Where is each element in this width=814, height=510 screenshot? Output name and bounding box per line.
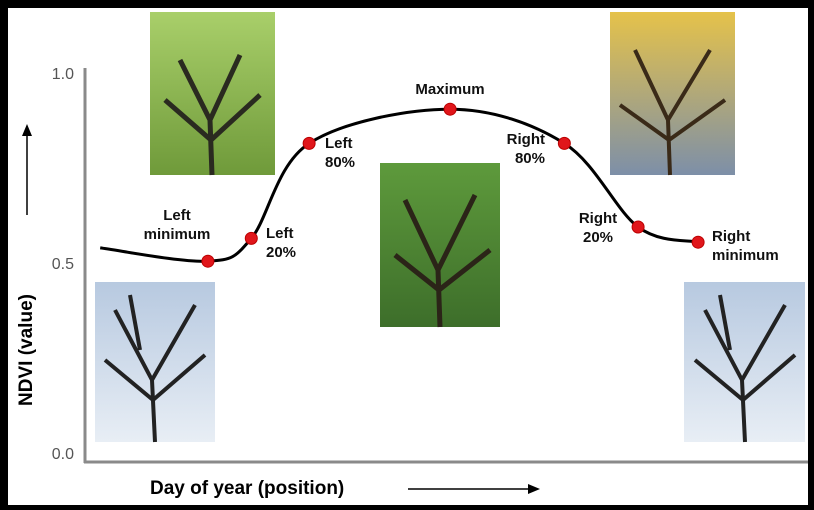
y-tick-label: 1.0	[52, 66, 74, 83]
key-point	[244, 231, 258, 245]
point-label: Left 80%	[325, 135, 356, 171]
point-label: Right 80%	[506, 131, 545, 167]
key-point	[557, 136, 571, 150]
tree-photo	[380, 163, 500, 328]
tree-photo	[610, 12, 735, 176]
point-label: Maximum	[415, 81, 485, 98]
tree-photo	[150, 12, 275, 176]
tree-photo	[684, 282, 805, 443]
key-point	[443, 102, 457, 116]
point-label: Left minimum	[143, 207, 211, 243]
key-point	[631, 220, 645, 234]
key-point	[302, 136, 316, 150]
y-arrow	[22, 124, 32, 215]
tree-photo	[95, 282, 215, 443]
point-label: Right minimum	[712, 228, 779, 264]
point-label: Right 20%	[578, 210, 618, 246]
point-label: Left 20%	[266, 225, 297, 261]
y-tick-label: 0.5	[52, 256, 74, 273]
x-arrow	[408, 484, 540, 494]
y-tick-label: 0.0	[52, 446, 74, 463]
y-axis-label: NDVI (value)	[16, 294, 37, 406]
x-axis-label: Day of year (position)	[150, 478, 344, 499]
key-point	[691, 235, 705, 249]
key-point	[201, 254, 215, 268]
ndvi-curve	[99, 107, 699, 263]
